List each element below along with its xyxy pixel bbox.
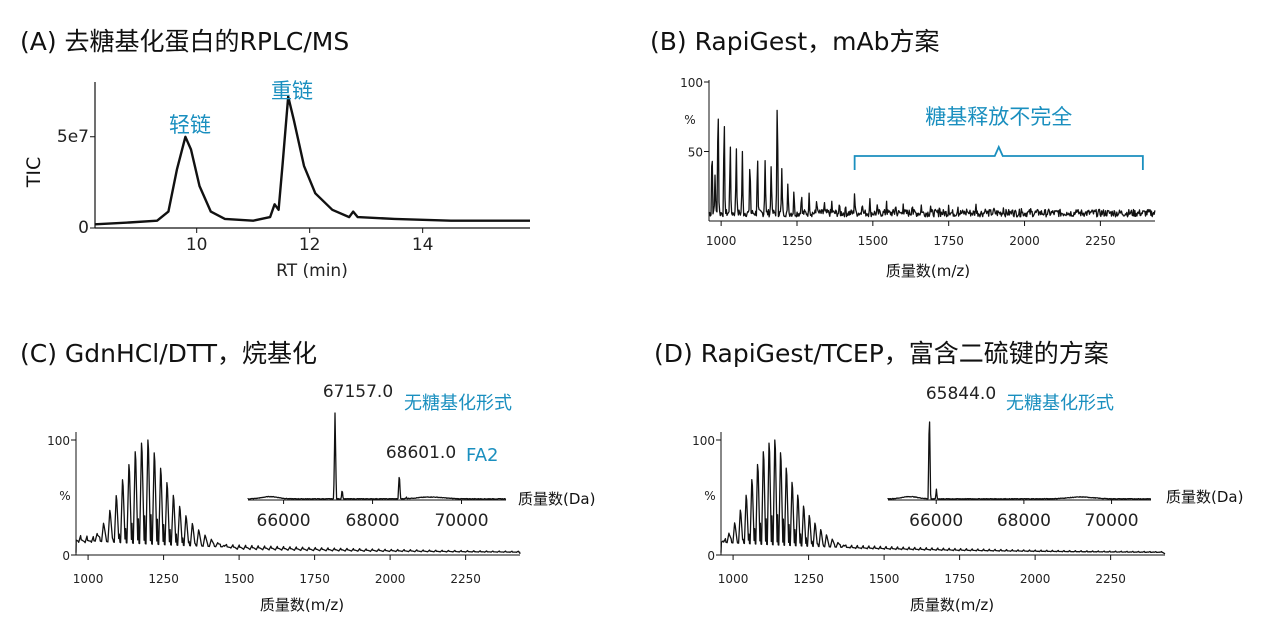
y-tick-label: 5e7: [57, 127, 89, 147]
panel-d-title: (D) RapiGest/TCEP，富含二硫键的方案: [654, 339, 1109, 368]
x-tick-label: 1500: [224, 572, 255, 586]
panel-c-xlabel: 质量数(m/z): [260, 596, 344, 614]
x-tick-label: 1250: [793, 572, 824, 586]
inset-x-tick-label: 68000: [346, 511, 400, 531]
y-tick-label: 100: [680, 76, 703, 90]
peak-form-fa2: FA2: [466, 445, 498, 466]
panel-b-title: (B) RapiGest，mAb方案: [650, 27, 939, 56]
peak-form-aglycosylated-c: 无糖基化形式: [404, 393, 512, 414]
inset-x-tick-label: 70000: [434, 511, 488, 531]
panel-d-deconvoluted-spectrum: [887, 421, 1152, 500]
x-tick-label: 1000: [706, 234, 737, 248]
x-tick-label: 1500: [869, 572, 900, 586]
panel-c-axes: [75, 432, 520, 556]
x-tick-label: 2000: [1020, 572, 1051, 586]
panel-c: (C) GdnHCl/DTT，烷基化 1000 1250 1500 1750 2000 2…: [20, 339, 595, 614]
inset-x-tick-label: 68000: [997, 511, 1051, 531]
y-tick-label: 0: [78, 218, 89, 238]
panel-a: (A) 去糖基化蛋白的RPLC/MS 10 12 14 0 5e7 轻链 重链 RT (…: [20, 27, 530, 281]
panel-b-ylabel: %: [684, 113, 695, 127]
incomplete-release-label: 糖基释放不完全: [925, 105, 1072, 129]
y-tick-label: 100: [692, 434, 715, 448]
inset-x-tick-label: 66000: [257, 511, 311, 531]
light-chain-label: 轻链: [169, 113, 211, 137]
panel-b-axes: [708, 80, 1155, 222]
panel-c-ylabel: %: [59, 489, 70, 503]
panel-d-inset-ticks: 66000 68000 70000: [909, 500, 1139, 531]
y-tick-label: 100: [47, 434, 70, 448]
incomplete-release-brace: [853, 144, 1144, 170]
x-tick-label: 2250: [1095, 572, 1126, 586]
x-tick-label: 2250: [450, 572, 481, 586]
panel-b-xlabel: 质量数(m/z): [886, 262, 970, 280]
x-tick-label: 1500: [858, 234, 889, 248]
x-tick-label: 1000: [73, 572, 104, 586]
heavy-chain-label: 重链: [271, 79, 313, 103]
panel-d-inset: 66000 68000 70000 65844.0 无糖基化形式 质量数(Da): [887, 384, 1243, 531]
panel-a-ticks: 10 12 14 0 5e7: [57, 127, 434, 255]
x-tick-label: 2250: [1085, 234, 1116, 248]
panel-a-ylabel: TIC: [23, 157, 45, 188]
panel-c-inset-xlabel: 质量数(Da): [518, 490, 595, 508]
panel-b-spectrum: [708, 109, 1156, 218]
x-tick-label: 1000: [718, 572, 749, 586]
panel-c-ticks: 1000 1250 1500 1750 2000 2250 0 100: [47, 434, 481, 586]
panel-a-axes: [94, 82, 530, 229]
panel-d: (D) RapiGest/TCEP，富含二硫键的方案 1000 1250 1500 1…: [654, 339, 1243, 614]
x-tick-label: 1250: [782, 234, 813, 248]
panel-b: (B) RapiGest，mAb方案 1000 1250 1500 1750 2000 2…: [650, 27, 1156, 280]
x-tick-label: 12: [299, 235, 321, 255]
panel-d-axes: [720, 432, 1165, 556]
panel-a-title: (A) 去糖基化蛋白的RPLC/MS: [20, 27, 349, 56]
peak-mass-65844: 65844.0: [926, 384, 996, 404]
panel-c-deconvoluted-spectrum: [247, 412, 507, 500]
x-tick-label: 1750: [299, 572, 330, 586]
panel-d-ticks: 1000 1250 1500 1750 2000 2250 0 100: [692, 434, 1126, 586]
y-tick-label: 0: [707, 549, 715, 563]
panel-d-inset-xlabel: 质量数(Da): [1166, 488, 1243, 506]
panel-a-tic-trace: [94, 95, 530, 226]
peak-mass-67157: 67157.0: [323, 382, 393, 402]
x-tick-label: 1750: [944, 572, 975, 586]
x-tick-label: 1750: [933, 234, 964, 248]
x-tick-label: 2000: [375, 572, 406, 586]
panel-d-ylabel: %: [704, 489, 715, 503]
x-tick-label: 2000: [1009, 234, 1040, 248]
peak-form-aglycosylated-d: 无糖基化形式: [1006, 393, 1114, 414]
inset-x-tick-label: 70000: [1085, 511, 1139, 531]
panel-c-title: (C) GdnHCl/DTT，烷基化: [20, 339, 317, 368]
panel-c-inset: 66000 68000 70000 67157.0 无糖基化形式 68601.0 F…: [247, 382, 595, 531]
y-tick-label: 50: [688, 146, 703, 160]
x-tick-label: 10: [186, 235, 208, 255]
panel-a-xlabel: RT (min): [276, 261, 348, 281]
peak-mass-68601: 68601.0: [386, 443, 456, 463]
y-tick-label: 0: [62, 549, 70, 563]
x-tick-label: 1250: [148, 572, 179, 586]
panel-d-spectrum: [720, 439, 1166, 555]
panel-c-spectrum: [75, 439, 521, 554]
panel-b-ticks: 1000 1250 1500 1750 2000 2250 50 100: [680, 76, 1116, 248]
x-tick-label: 14: [412, 235, 434, 255]
inset-x-tick-label: 66000: [909, 511, 963, 531]
panel-c-inset-ticks: 66000 68000 70000: [257, 500, 489, 531]
panel-d-xlabel: 质量数(m/z): [910, 596, 994, 614]
